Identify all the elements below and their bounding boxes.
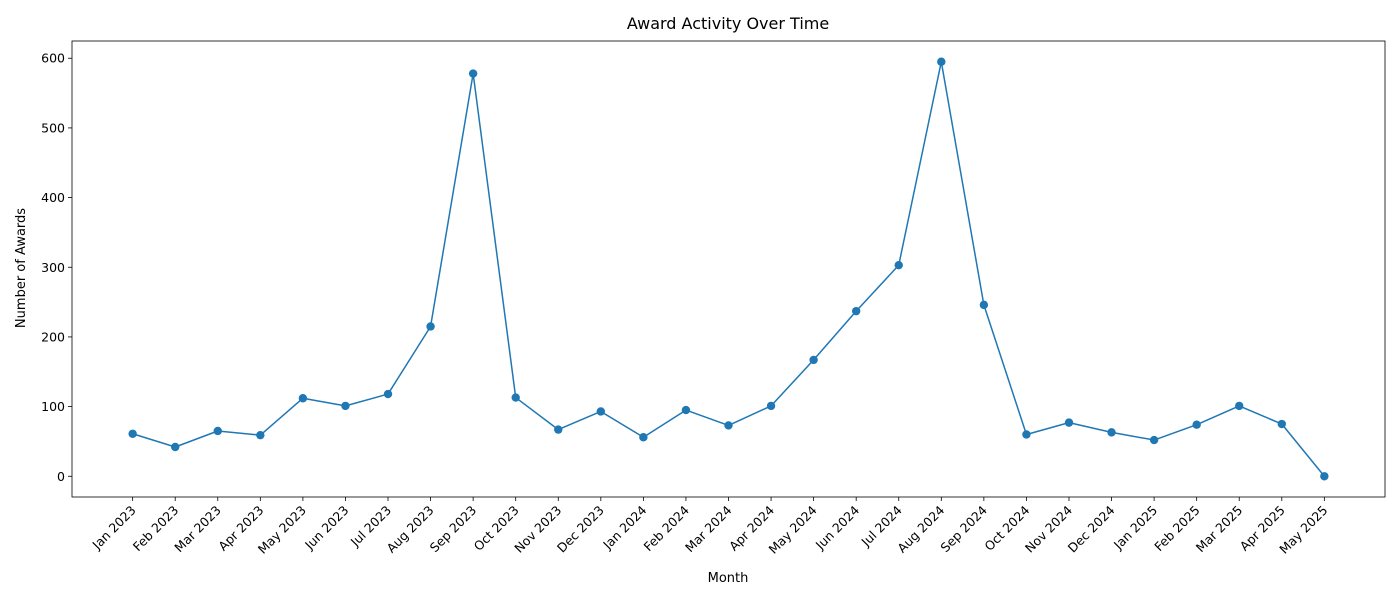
data-point xyxy=(554,425,563,434)
data-point xyxy=(766,401,776,411)
data-point xyxy=(511,393,520,402)
data-point xyxy=(128,429,137,438)
data-point xyxy=(596,407,606,416)
data-point xyxy=(298,394,308,403)
x-tick-label: Sep 2023 xyxy=(427,503,480,556)
x-tick-label: Mar 2024 xyxy=(682,502,735,555)
series-line xyxy=(132,60,1325,477)
x-tick-label: Mar 2025 xyxy=(1193,503,1246,556)
data-point xyxy=(1022,430,1031,439)
data-point xyxy=(1149,435,1159,445)
x-tick-label: Dec 2024 xyxy=(1065,502,1118,555)
chart-title: Award Activity Over Time xyxy=(627,14,829,33)
data-point xyxy=(809,355,818,365)
data-point xyxy=(383,389,393,399)
data-point xyxy=(639,433,648,442)
data-point xyxy=(979,300,989,310)
y-axis-label: Number of Awards xyxy=(14,208,29,328)
data-point xyxy=(724,421,733,430)
x-tick-label: Sep 2024 xyxy=(937,502,990,555)
x-tick-label: Dec 2023 xyxy=(554,503,607,556)
y-tick-label: 100 xyxy=(41,399,65,414)
x-axis-label: Month xyxy=(708,571,749,586)
y-tick-label: 600 xyxy=(41,51,65,66)
y-tick-label: 300 xyxy=(41,260,65,275)
data-point xyxy=(468,69,478,78)
data-point xyxy=(851,306,861,316)
data-point xyxy=(894,260,903,270)
data-point xyxy=(937,57,946,66)
data-point xyxy=(1320,472,1329,481)
data-point xyxy=(426,322,435,331)
data-point xyxy=(1064,418,1074,427)
x-tick-label: Mar 2023 xyxy=(171,503,224,556)
data-point xyxy=(213,426,222,436)
data-point xyxy=(1235,401,1244,411)
data-point xyxy=(256,430,265,440)
y-tick-label: 0 xyxy=(57,469,65,484)
data-point xyxy=(171,442,180,452)
y-tick-label: 500 xyxy=(41,120,65,135)
x-tick-label: Jun 2023 xyxy=(301,503,351,553)
x-tick-label: Jun 2024 xyxy=(812,502,862,552)
data-point xyxy=(1277,419,1286,429)
y-tick-label: 400 xyxy=(41,190,65,205)
data-point xyxy=(341,401,350,411)
data-point xyxy=(1192,420,1201,429)
data-point xyxy=(681,405,691,415)
data-point xyxy=(1107,428,1116,437)
y-tick-label: 200 xyxy=(41,329,65,344)
